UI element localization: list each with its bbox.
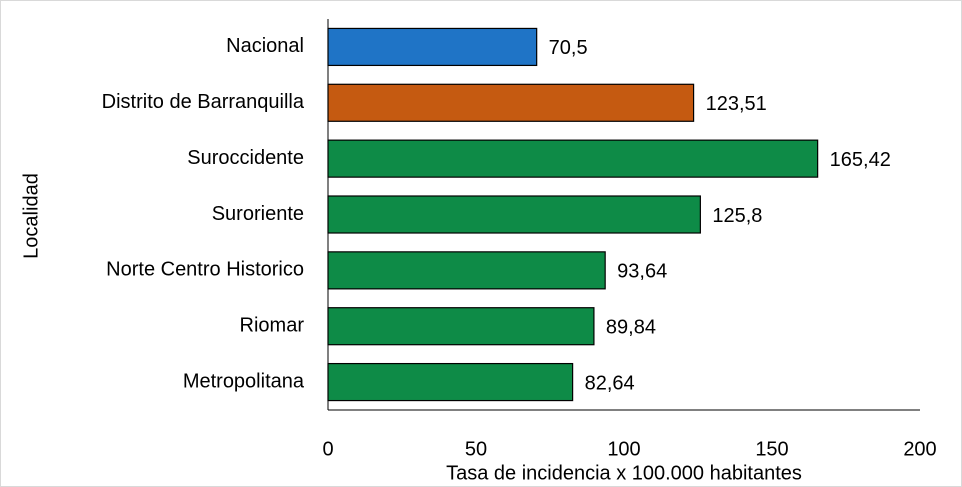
y-tick-label: Riomar (240, 314, 305, 336)
x-tick-label: 200 (903, 438, 936, 460)
bar (327, 195, 701, 234)
data-label: 125,8 (712, 205, 762, 227)
bar (327, 307, 595, 346)
data-label: 93,64 (617, 261, 667, 283)
bar (327, 362, 574, 402)
x-axis-label: Tasa de incidencia x 100.000 habitantes (446, 462, 802, 484)
bar (327, 83, 695, 122)
x-tick-label: 100 (607, 438, 640, 460)
x-tick-label: 0 (322, 438, 333, 460)
y-tick-label: Norte Centro Historico (106, 259, 304, 281)
y-tick-label: Metropolitana (183, 370, 305, 392)
y-tick-label: Suroriente (212, 203, 304, 225)
data-label: 82,64 (585, 372, 635, 394)
y-axis-label: Localidad (20, 173, 42, 259)
bar (327, 251, 606, 290)
y-tick-label: Distrito de Barranquilla (102, 91, 305, 113)
bar (327, 27, 538, 67)
x-tick-label: 50 (465, 438, 487, 460)
y-tick-label: Suroccidente (187, 147, 304, 169)
data-label: 89,84 (606, 316, 656, 338)
data-label: 165,42 (830, 149, 891, 171)
data-label: 123,51 (706, 93, 767, 115)
data-label: 70,5 (549, 37, 588, 59)
bar (327, 139, 819, 178)
y-tick-label: Nacional (226, 35, 304, 57)
x-tick-label: 150 (755, 438, 788, 460)
